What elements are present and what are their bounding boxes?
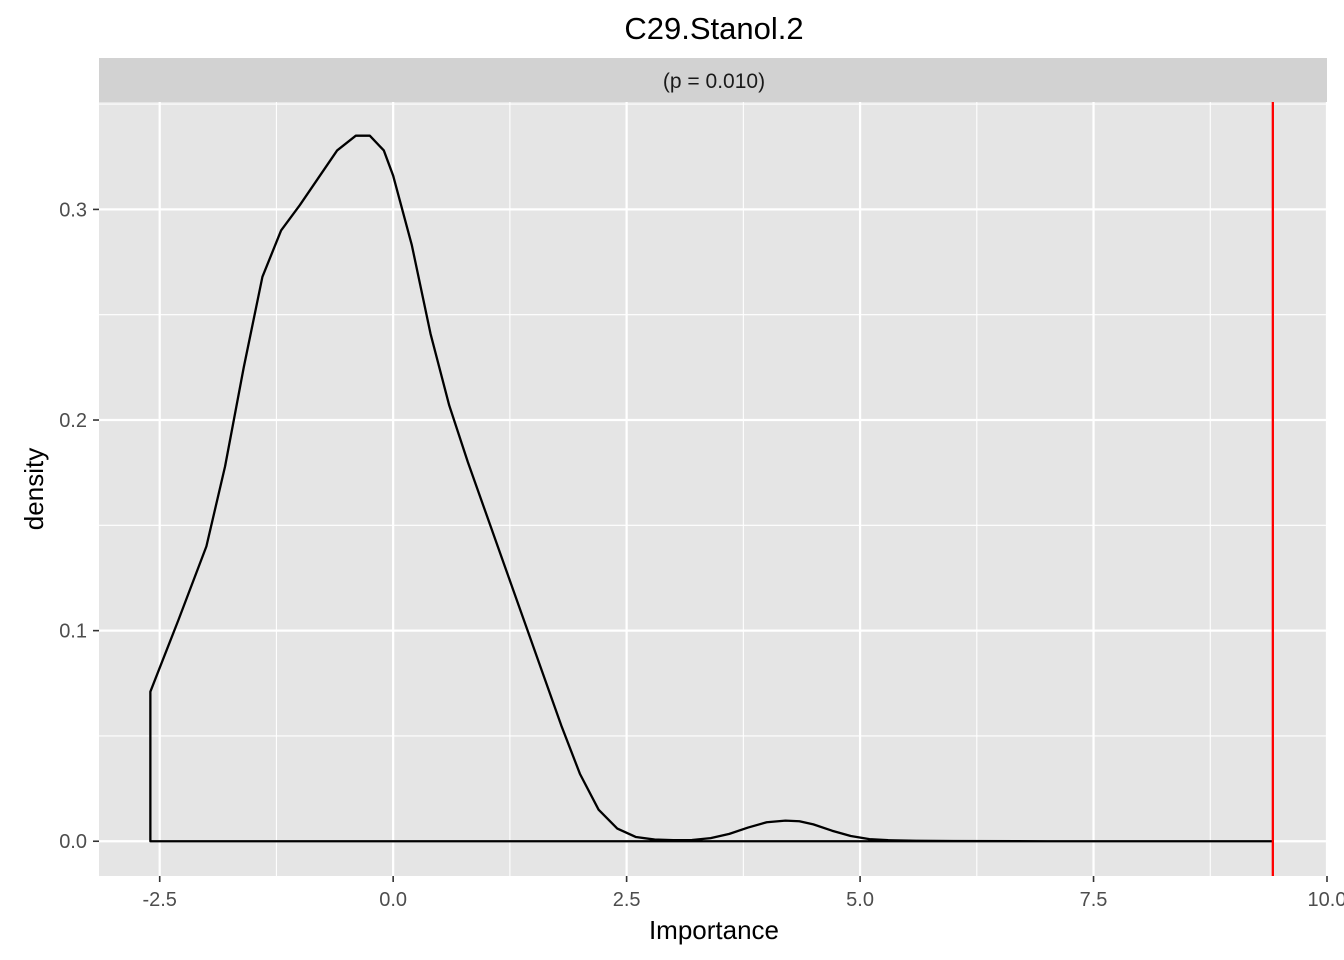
y-tick-label: 0.0: [59, 831, 87, 853]
chart-title: C29.Stanol.2: [624, 11, 803, 46]
y-tick-label: 0.2: [59, 410, 87, 432]
x-tick-label: 5.0: [846, 889, 874, 911]
x-tick-label: 0.0: [379, 889, 407, 911]
facet-strip-label: (p = 0.010): [663, 70, 765, 93]
density-curve: [149, 134, 1274, 843]
x-axis: -2.5 0.0 2.5 5.0 7.5 10.0: [142, 876, 1344, 911]
y-tick-label: 0.1: [59, 621, 87, 643]
y-axis-title: density: [19, 448, 49, 530]
y-tick-label: 0.3: [59, 199, 87, 221]
plot-panel: [99, 102, 1327, 876]
minor-gridlines: [99, 102, 1327, 876]
x-tick-label: -2.5: [142, 889, 176, 911]
x-tick-label: 2.5: [613, 889, 641, 911]
x-axis-title: Importance: [649, 915, 779, 945]
y-axis: 0.0 0.1 0.2 0.3: [59, 199, 99, 853]
x-tick-label: 10.0: [1308, 889, 1344, 911]
x-tick-label: 7.5: [1080, 889, 1108, 911]
facet-strip: [99, 58, 1327, 102]
